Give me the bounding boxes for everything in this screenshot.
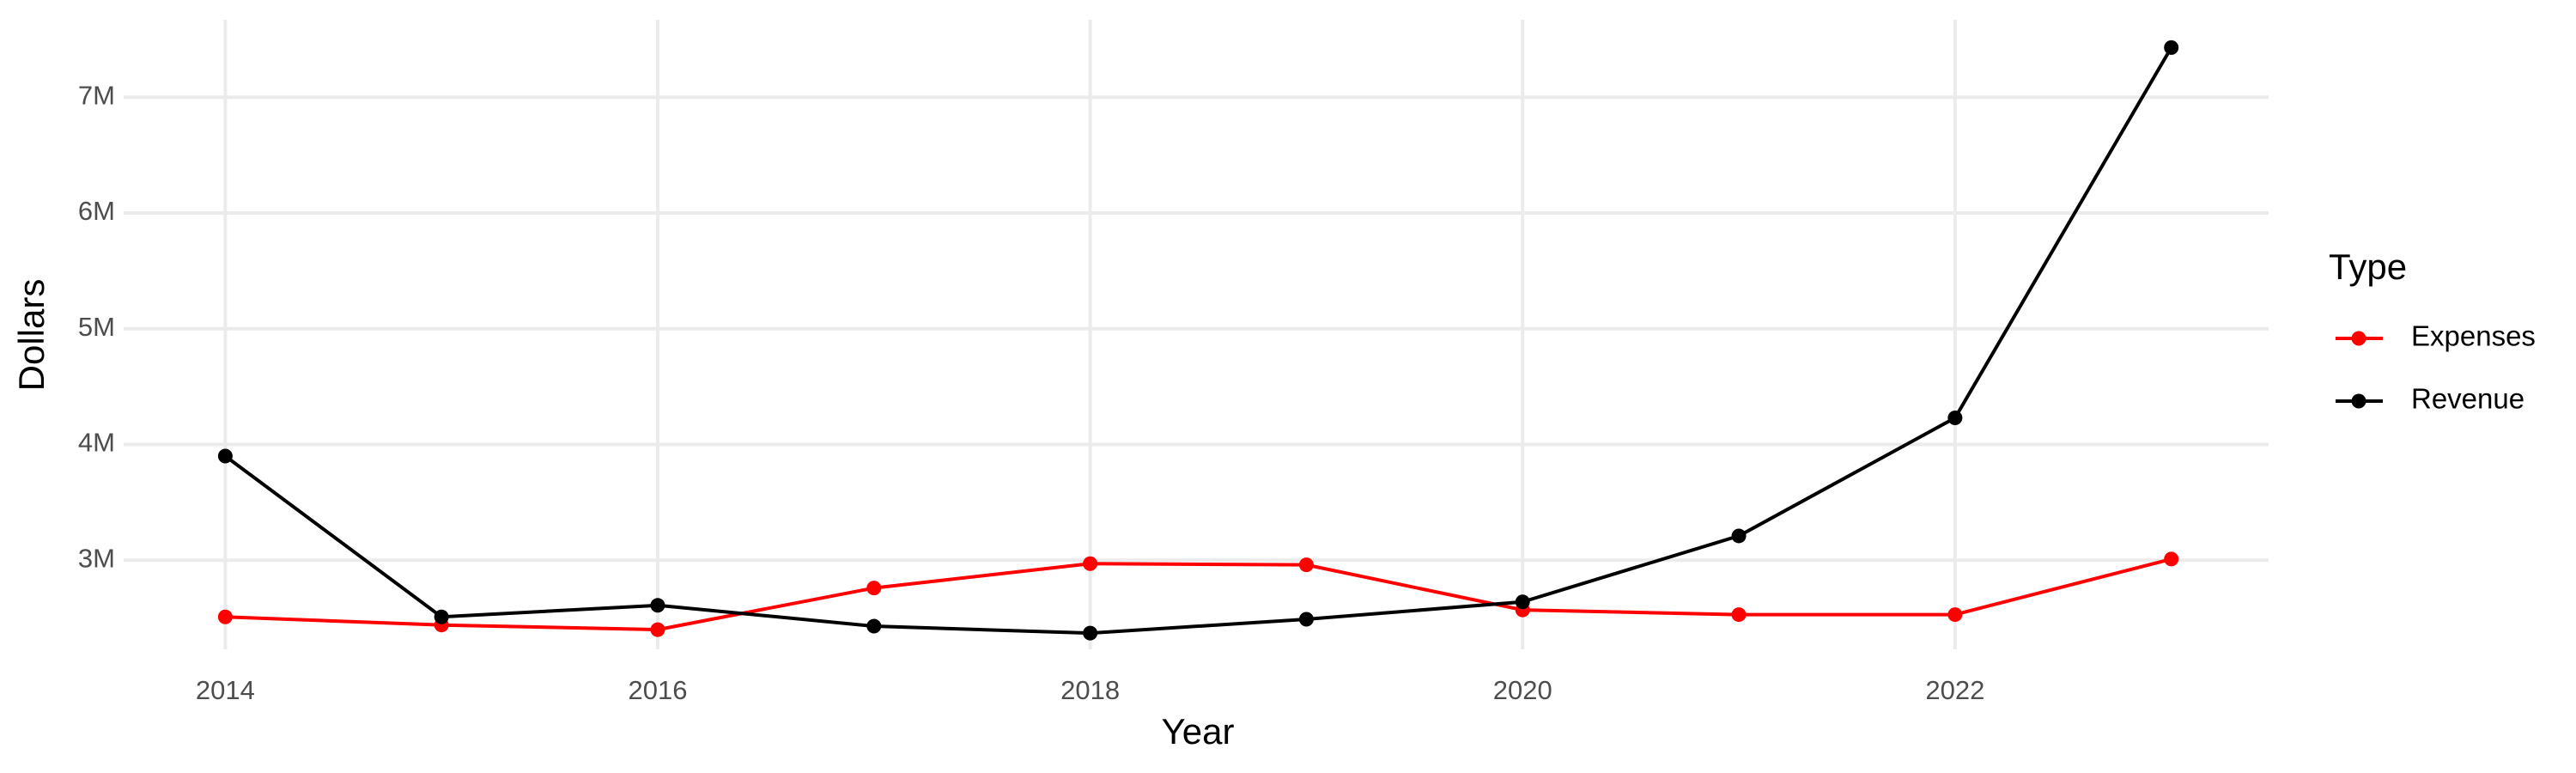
x-tick-label: 2014 (196, 675, 255, 705)
y-axis-title: Dollars (11, 279, 52, 392)
x-tick-label: 2018 (1060, 675, 1120, 705)
legend-label: Expenses (2411, 320, 2536, 352)
data-point (1298, 612, 1314, 627)
data-point (1298, 557, 1314, 573)
data-point (2164, 40, 2179, 55)
data-point (434, 609, 449, 624)
legend-marker (2351, 331, 2366, 346)
data-point (1947, 607, 1963, 623)
x-tick-label: 2020 (1493, 675, 1552, 705)
data-point (217, 448, 233, 464)
data-point (1731, 528, 1747, 544)
series-line (224, 46, 2173, 636)
x-tick-label: 2022 (1925, 675, 1984, 705)
y-tick-label: 6M (78, 196, 115, 226)
data-point (650, 622, 665, 637)
data-point (1947, 411, 1963, 426)
data-point (1083, 625, 1098, 641)
data-point (1083, 556, 1098, 571)
data-point (866, 581, 882, 596)
legend-title: Type (2329, 247, 2407, 287)
y-tick-label: 5M (78, 312, 115, 342)
y-tick-label: 4M (78, 428, 115, 458)
data-point (1515, 594, 1530, 610)
x-tick-label: 2016 (628, 675, 687, 705)
y-tick-label: 7M (78, 80, 115, 110)
data-point (650, 598, 665, 613)
data-point (2164, 551, 2179, 567)
data-point (1731, 607, 1747, 623)
data-point (866, 618, 882, 634)
y-tick-label: 3M (78, 543, 115, 573)
legend-marker (2351, 393, 2366, 409)
legend-label: Revenue (2411, 383, 2524, 415)
x-axis-title: Year (1162, 711, 1235, 752)
series-line (225, 557, 2172, 632)
data-point (217, 609, 233, 624)
